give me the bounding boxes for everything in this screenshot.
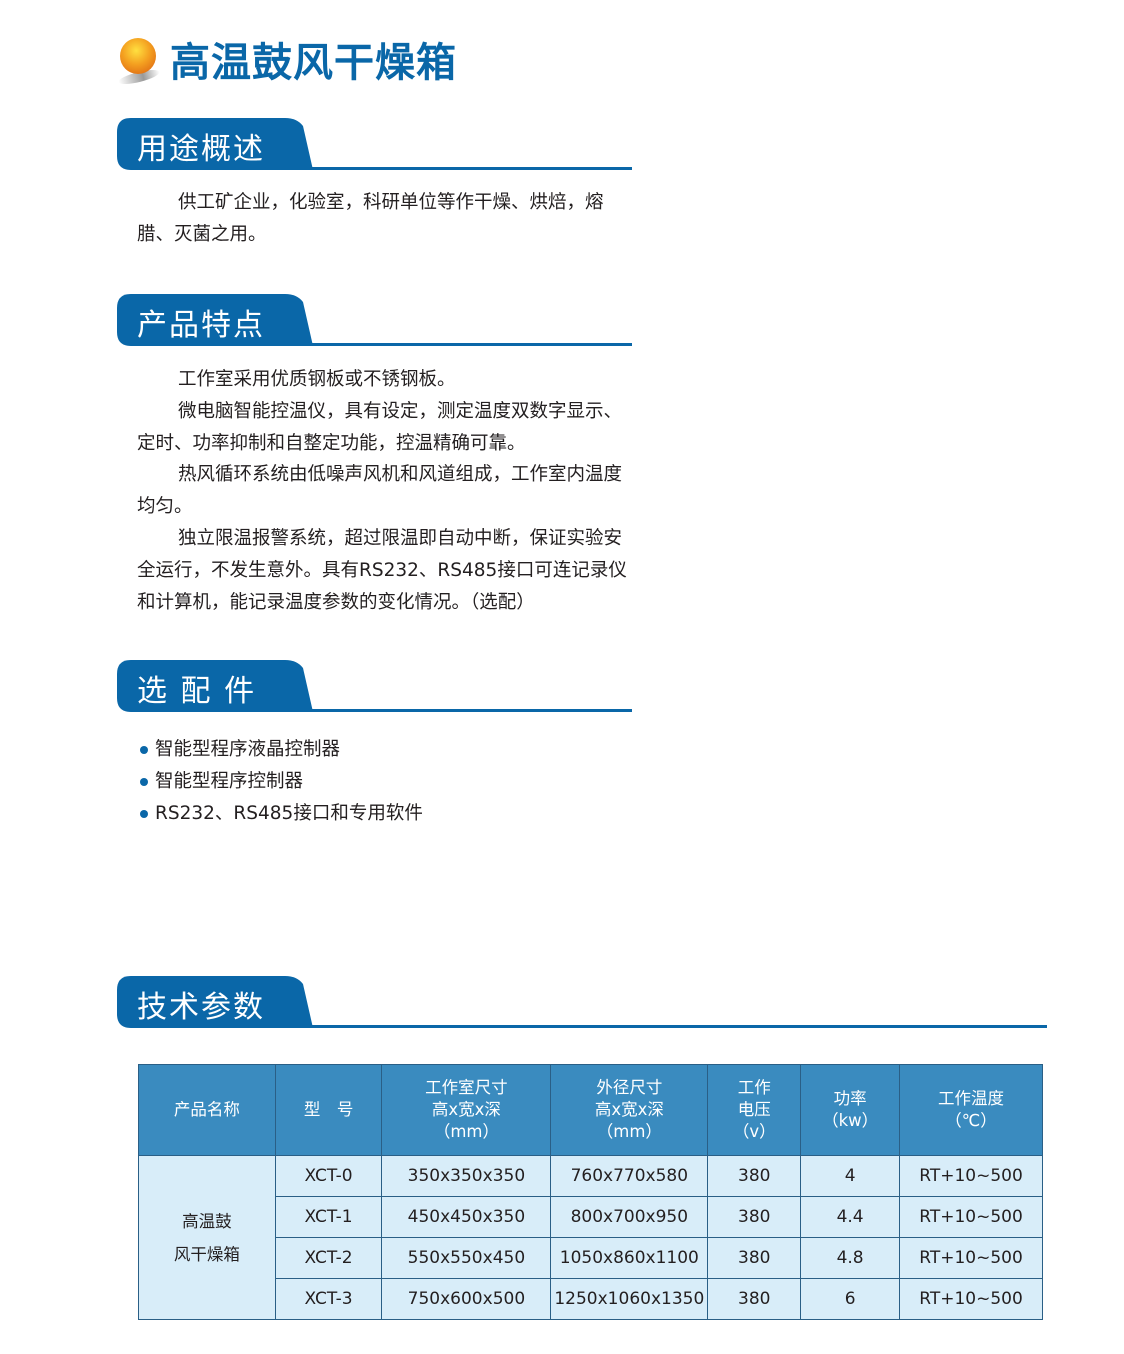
cell-power: 4.4 <box>800 1196 901 1238</box>
table-row: 高温鼓 风干燥箱 XCT-0 350x350x350 760x770x580 380 4 RT… <box>138 1155 1043 1320</box>
table-row: XCT-3 750x600x500 1250x1060x1350 380 6 RT+10~… <box>139 1278 1043 1320</box>
section-tab-shape <box>117 294 632 346</box>
cell-voltage: 380 <box>707 1155 802 1197</box>
features-text: 工作室采用优质钢板或不锈钢板。 微电脑智能控温仪，具有设定，测定温度双数字显示、… <box>137 364 637 618</box>
section-tab-shape <box>117 118 632 170</box>
section-title: 产品特点 <box>137 308 265 343</box>
cell-voltage: 380 <box>707 1237 802 1279</box>
cell-model: XCT-3 <box>274 1278 383 1320</box>
cell-chamber-size: 350x350x350 <box>381 1155 552 1197</box>
section-header-features: 产品特点 <box>117 294 632 348</box>
cell-outer-size: 760x770x580 <box>550 1155 709 1197</box>
table-header-row: 产品名称 型 号 工作室尺寸 高x宽x深 （mm） 外径尺寸 高x宽x深 （mm） 工作… <box>138 1064 1043 1156</box>
usage-text: 供工矿企业，化验室，科研单位等作干燥、烘焙，熔腊、灭菌之用。 <box>137 187 637 251</box>
cell-power: 6 <box>800 1278 901 1320</box>
cell-outer-size: 1050x860x1100 <box>550 1237 709 1279</box>
cell-model: XCT-0 <box>274 1155 383 1197</box>
cell-chamber-size: 550x550x450 <box>381 1237 552 1279</box>
cell-outer-size: 800x700x950 <box>550 1196 709 1238</box>
cell-temperature: RT+10~500 <box>899 1278 1043 1320</box>
paragraph: 工作室采用优质钢板或不锈钢板。 <box>178 369 456 390</box>
section-tab-shape <box>117 660 632 712</box>
specs-table: 产品名称 型 号 工作室尺寸 高x宽x深 （mm） 外径尺寸 高x宽x深 （mm） 工作… <box>138 1064 1043 1320</box>
options-list: 智能型程序液晶控制器 智能型程序控制器 RS232、RS485接口和专用软件 <box>137 734 423 829</box>
cell-outer-size: 1250x1060x1350 <box>550 1278 709 1320</box>
cell-temperature: RT+10~500 <box>899 1237 1043 1279</box>
paragraph: 独立限温报警系统，超过限温即自动中断，保证实验安全运行，不发生意外。具有RS23… <box>137 527 627 613</box>
section-header-usage: 用途概述 <box>117 118 632 172</box>
header-outer-size: 外径尺寸 高x宽x深 （mm） <box>550 1064 709 1156</box>
paragraph: 微电脑智能控温仪，具有设定，测定温度双数字显示、定时、功率抑制和自整定功能，控温… <box>137 400 623 454</box>
cell-model: XCT-2 <box>274 1237 383 1279</box>
header-product-name: 产品名称 <box>138 1064 276 1156</box>
cell-chamber-size: 750x600x500 <box>381 1278 552 1320</box>
cell-voltage: 380 <box>707 1196 802 1238</box>
cell-temperature: RT+10~500 <box>899 1196 1043 1238</box>
header-chamber-size: 工作室尺寸 高x宽x深 （mm） <box>381 1064 552 1156</box>
cell-voltage: 380 <box>707 1278 802 1320</box>
product-name-cell: 高温鼓 风干燥箱 <box>138 1155 276 1320</box>
section-header-specs: 技术参数 <box>117 976 1047 1030</box>
header-temperature: 工作温度 （℃） <box>899 1064 1043 1156</box>
section-header-options: 选 配 件 <box>117 660 632 714</box>
header-voltage: 工作 电压 （v） <box>707 1064 802 1156</box>
table-row: XCT-2 550x550x450 1050x860x1100 380 4.8 RT+10… <box>139 1237 1043 1279</box>
section-title: 选 配 件 <box>137 674 257 709</box>
cell-model: XCT-1 <box>274 1196 383 1238</box>
paragraph: 供工矿企业，化验室，科研单位等作干燥、烘焙，熔腊、灭菌之用。 <box>137 192 604 245</box>
cell-power: 4 <box>800 1155 901 1197</box>
header-power: 功率 （kw） <box>800 1064 901 1156</box>
cell-power: 4.8 <box>800 1237 901 1279</box>
list-item: 智能型程序液晶控制器 <box>137 734 423 766</box>
section-tab-shape <box>117 976 1047 1028</box>
section-title: 技术参数 <box>137 990 265 1025</box>
cell-chamber-size: 450x450x350 <box>381 1196 552 1238</box>
section-title: 用途概述 <box>137 132 265 167</box>
table-row: XCT-1 450x450x350 800x700x950 380 4.4 RT+10~5… <box>139 1196 1043 1238</box>
list-item: RS232、RS485接口和专用软件 <box>137 798 423 830</box>
list-item: 智能型程序控制器 <box>137 766 423 798</box>
page-title: 高温鼓风干燥箱 <box>170 40 457 86</box>
header-model: 型 号 <box>274 1064 383 1156</box>
orange-ball-icon <box>120 38 156 74</box>
paragraph: 热风循环系统由低噪声风机和风道组成，工作室内温度均匀。 <box>137 464 623 518</box>
cell-temperature: RT+10~500 <box>899 1155 1043 1197</box>
